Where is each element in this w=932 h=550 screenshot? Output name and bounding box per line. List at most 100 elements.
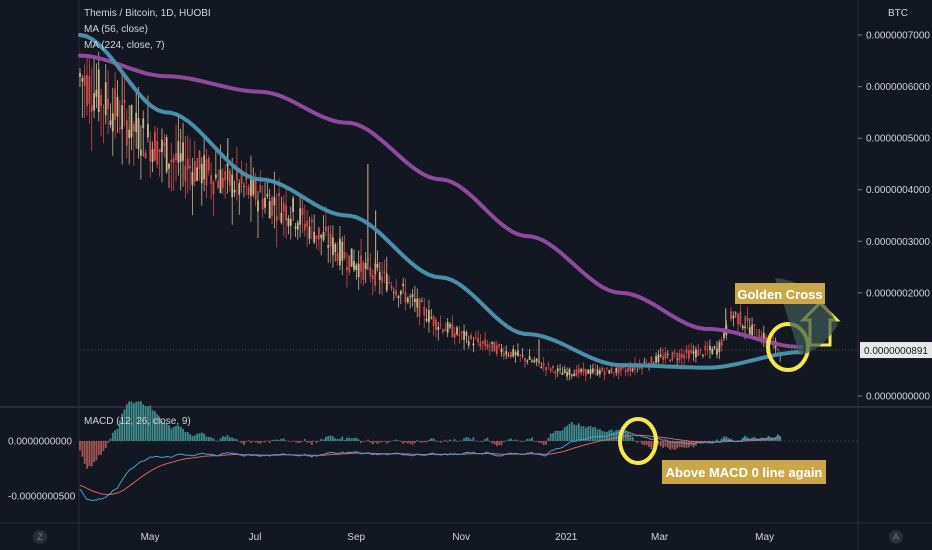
candle-body	[282, 202, 285, 212]
candle-body	[343, 252, 346, 259]
candle-body	[322, 232, 325, 241]
candle-body	[416, 298, 419, 308]
candle-body	[334, 244, 337, 253]
candle-body	[418, 298, 421, 317]
candle-body	[88, 76, 91, 104]
macd-histogram-bar	[524, 441, 526, 442]
macd-histogram-bar	[428, 439, 430, 441]
candle-body	[254, 179, 257, 200]
candle-body	[587, 369, 590, 374]
legend-title: Themis / Bitcoin, 1D, HUOBI	[84, 8, 211, 19]
macd-histogram-bar	[444, 439, 447, 441]
candle-body	[552, 365, 554, 369]
candle-body	[402, 283, 405, 287]
candle-body	[315, 235, 318, 239]
macd-label-bg	[662, 460, 826, 484]
macd-histogram-bar	[125, 404, 128, 441]
macd-histogram-bar	[472, 437, 475, 441]
macd-histogram-bar	[547, 437, 550, 441]
candle-body	[364, 262, 367, 269]
candle-body	[273, 196, 276, 206]
candle-body	[100, 94, 102, 107]
candle-body	[498, 344, 501, 347]
candle-body	[739, 311, 742, 325]
candle-body	[406, 297, 409, 303]
candle-body	[502, 353, 505, 356]
candle-body	[123, 99, 126, 104]
candle-body	[376, 263, 379, 268]
macd-histogram-bar	[460, 440, 463, 442]
macd-histogram-bar	[561, 430, 564, 441]
macd-histogram-bar	[233, 438, 236, 441]
candle-body	[519, 354, 522, 356]
macd-histogram-bar	[598, 429, 601, 441]
macd-histogram-bar	[474, 440, 477, 442]
candle-body	[561, 372, 564, 375]
macd-histogram-bar	[641, 441, 643, 445]
candle-body	[156, 140, 159, 165]
macd-histogram-bar	[559, 431, 561, 441]
candle-body	[278, 193, 280, 197]
candle-body	[711, 348, 714, 354]
candle-body	[671, 352, 674, 360]
macd-histogram-bar	[350, 438, 353, 441]
macd-histogram-bar	[587, 426, 590, 441]
candle-body	[554, 371, 557, 375]
macd-histogram-bar	[538, 441, 540, 443]
candle-body	[203, 155, 206, 180]
candle-body	[137, 118, 140, 150]
candle-body	[446, 322, 449, 333]
macd-histogram-bar	[158, 417, 161, 441]
candle-body	[271, 197, 273, 216]
candle-body	[175, 153, 177, 160]
candle-body	[83, 76, 86, 86]
candle-body	[655, 356, 657, 363]
auto-scale-button[interactable]: A	[889, 530, 903, 544]
macd-histogram-bar	[191, 435, 194, 441]
macd-histogram-bar	[367, 439, 369, 441]
candle-body	[371, 275, 374, 279]
candle-body	[622, 366, 625, 369]
candle-body	[214, 174, 217, 179]
candle-body	[132, 124, 135, 131]
macd-histogram-bar	[388, 441, 391, 443]
candle-body	[470, 335, 472, 340]
candle-body	[706, 349, 709, 351]
candle-body	[748, 327, 751, 335]
macd-histogram-bar	[397, 440, 400, 441]
candle-body	[378, 271, 381, 281]
macd-histogram-bar	[371, 441, 374, 445]
candle-body	[491, 341, 494, 345]
candle-body	[458, 334, 461, 336]
macd-histogram-bar	[301, 441, 304, 442]
macd-histogram-bar	[776, 434, 779, 441]
macd-histogram-bar	[207, 437, 210, 441]
macd-histogram-bar	[203, 433, 206, 441]
macd-histogram-bar	[123, 409, 126, 441]
candle-body	[165, 137, 168, 172]
candle-body	[702, 354, 704, 357]
macd-histogram-bar	[760, 437, 763, 441]
macd-histogram-bar	[627, 431, 629, 441]
candle-body	[566, 371, 568, 377]
scale-unit: BTC	[888, 8, 908, 19]
candle-body	[182, 142, 184, 161]
candle-body	[657, 354, 660, 363]
candle-body	[690, 350, 693, 353]
macd-histogram-bar	[228, 437, 231, 441]
candle-body	[699, 348, 702, 350]
x-tick-label: Jul	[249, 532, 262, 543]
candle-body	[776, 348, 779, 350]
x-tick-label: May	[141, 532, 160, 543]
candle-body	[603, 371, 606, 376]
timezone-button[interactable]: Z	[33, 530, 47, 544]
candle-body	[713, 346, 716, 348]
candle-body	[542, 363, 545, 366]
candle-body	[114, 88, 117, 120]
candle-body	[118, 127, 121, 129]
candle-body	[662, 355, 665, 361]
candle-body	[687, 350, 690, 359]
candle-body	[533, 360, 536, 363]
macd-histogram-bar	[336, 438, 339, 441]
candle-body	[252, 179, 255, 195]
